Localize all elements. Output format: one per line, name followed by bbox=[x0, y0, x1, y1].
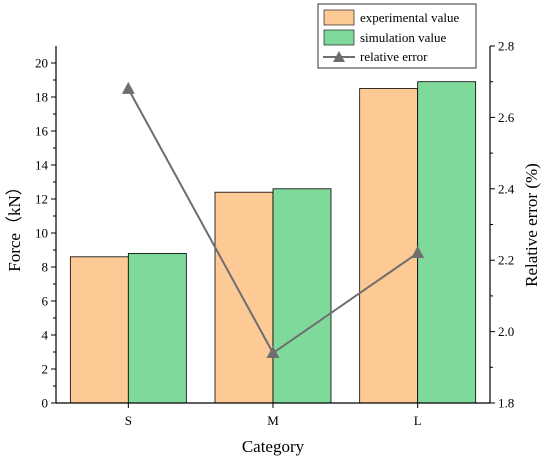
bar-experimental-S bbox=[69, 256, 129, 404]
x-tick-label-M: M bbox=[267, 413, 279, 428]
x-axis-title: Category bbox=[242, 437, 305, 456]
y-tick-label: 14 bbox=[35, 158, 49, 173]
legend-marker-relative-error bbox=[333, 51, 345, 62]
y-tick-label: 20 bbox=[35, 56, 48, 71]
legend-label-simulation: simulation value bbox=[360, 30, 447, 45]
legend-swatch-simulation bbox=[323, 29, 355, 46]
relative-error-point-L bbox=[411, 246, 425, 259]
y-tick-label: 0 bbox=[42, 396, 49, 411]
tick-group: 0 2 4 6 8 10 12 14 16 18 20 1.8 2.0 2.2 2.4 2.6 2.8 S M L bbox=[35, 39, 515, 429]
bar-experimental-M bbox=[214, 191, 274, 404]
x-tick-label-S: S bbox=[125, 413, 132, 428]
bar-group bbox=[69, 81, 477, 404]
y-tick-label: 6 bbox=[42, 294, 49, 309]
y-tick-label: 2 bbox=[42, 362, 49, 377]
y2-tick-label: 2.4 bbox=[498, 181, 515, 196]
bar-simulation-S bbox=[127, 252, 187, 404]
y2-tick-label: 2.0 bbox=[498, 324, 514, 339]
bar-experimental-L bbox=[359, 88, 419, 404]
y2-tick-label: 2.2 bbox=[498, 253, 514, 268]
bar-simulation-L bbox=[417, 81, 477, 404]
legend-label-relative-error: relative error bbox=[360, 49, 428, 64]
y2-tick-label: 2.8 bbox=[498, 39, 514, 54]
y-tick-label: 8 bbox=[42, 260, 49, 275]
legend-swatch-experimental bbox=[323, 9, 355, 26]
legend: experimental value simulation value rela… bbox=[317, 3, 477, 69]
y-tick-label: 12 bbox=[35, 192, 48, 207]
y2-tick-label: 2.6 bbox=[498, 110, 515, 125]
relative-error-point-S bbox=[121, 81, 135, 94]
x-tick-label-L: L bbox=[414, 413, 422, 428]
y-tick-label: 4 bbox=[42, 328, 49, 343]
bar-simulation-M bbox=[272, 188, 332, 404]
y-tick-label: 16 bbox=[35, 124, 49, 139]
error-line-group bbox=[121, 81, 425, 359]
y-axis-title: Force（kN） bbox=[5, 178, 24, 271]
y2-tick-label: 1.8 bbox=[498, 396, 514, 411]
y-tick-label: 18 bbox=[35, 90, 48, 105]
y-tick-label: 10 bbox=[35, 226, 48, 241]
y2-axis-title: Relative error (%) bbox=[522, 163, 541, 287]
relative-error-point-M bbox=[266, 346, 280, 359]
legend-frame bbox=[317, 3, 477, 69]
legend-label-experimental: experimental value bbox=[360, 10, 459, 25]
